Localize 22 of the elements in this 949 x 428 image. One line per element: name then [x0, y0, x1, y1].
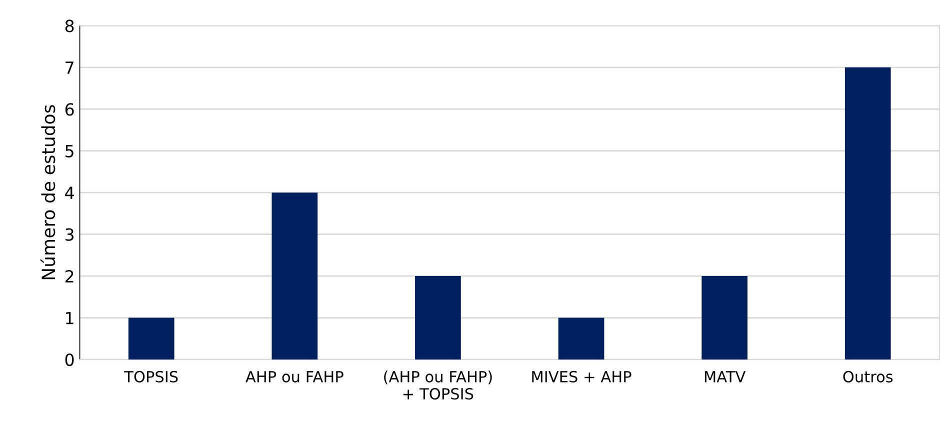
- y-tick-label: 4: [65, 186, 74, 199]
- y-tick-label: 6: [65, 103, 74, 116]
- x-tick-label: Outros: [843, 370, 893, 382]
- y-tick-label: 8: [65, 20, 74, 32]
- bar: [844, 67, 891, 360]
- y-tick-label: 1: [66, 312, 74, 324]
- bar: [272, 192, 318, 360]
- y-tick-label: 5: [66, 145, 74, 158]
- x-tick-label: MIVES + AHP: [532, 370, 632, 382]
- bar: [415, 276, 461, 360]
- y-tick-label: 7: [66, 62, 74, 74]
- y-tick-label: 0: [65, 353, 74, 366]
- x-tick-label: TOPSIS: [124, 370, 178, 382]
- y-tick-label: 2: [65, 270, 74, 282]
- bar: [128, 318, 174, 360]
- x-tick-label: MATV: [704, 371, 746, 382]
- y-axis-title: Número de estudos: [40, 105, 56, 280]
- bar: [558, 318, 604, 360]
- bar: [702, 276, 748, 360]
- x-tick-label: AHP ou FAHP: [246, 371, 344, 382]
- x-tick-label: (AHP ou FAHP) + TOPSIS: [384, 370, 492, 400]
- y-tick-label: 3: [66, 228, 74, 241]
